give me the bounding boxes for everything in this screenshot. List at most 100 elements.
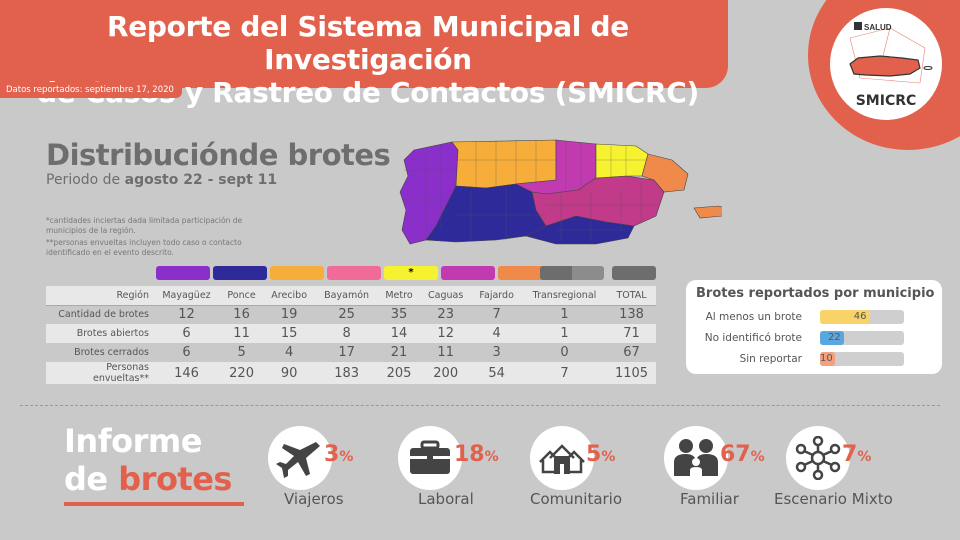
municipality-bar-fill: 22 [820,331,844,345]
swatch-transregional [540,266,604,280]
header-caguas: Caguas [419,286,472,306]
table-cell: 5 [237,345,246,360]
percent-sign: % [484,449,499,465]
category-icon-circle [664,426,728,490]
logo: SALUD [830,8,942,120]
municipality-row: Al menos un brote 46 [686,309,942,325]
category-icon-circle [786,426,850,490]
municipality-bar-fill: 10 [820,352,836,366]
table-cell: 17 [338,345,355,360]
category-escenario-mixto: 7% Escenario Mixto [774,426,906,536]
note-1: *cantidades inciertas dada limitada part… [46,216,243,235]
header-arecibo: Arecibo [263,286,316,306]
category-familiar: 67% Familiar [664,426,784,536]
table-cell: 25 [338,307,355,323]
table-cell: 4 [471,324,522,343]
table-cell: 146 [153,362,220,384]
municipality-row: Sin reportar 10 [686,351,942,367]
category-label: Laboral [418,490,474,508]
page-title: Reporte del Sistema Municipal de Investi… [18,10,718,109]
section-subtitle: Periodo de agosto 22 - sept 11 [46,172,277,188]
category-laboral: 18% Laboral [398,426,518,536]
table-row: Brotes abiertos 6 11 15 8 14 12 4 1 71 [46,324,656,343]
swatch-bayamon [327,266,381,280]
category-label: Familiar [680,490,739,508]
subtitle-prefix: Periodo de [46,172,125,188]
table-cell: 220 [220,362,264,384]
row-label: Brotes cerrados [74,347,149,358]
puerto-rico-region-map [399,139,722,245]
table-cell: 205 [378,362,420,384]
table-cell: 0 [560,345,569,360]
note-2: **personas envueltas incluyen todo caso … [46,238,242,257]
briefcase-icon [410,440,450,474]
region-arecibo [451,139,557,189]
informe-word-de: de [64,460,108,498]
table-cell: 54 [471,362,522,384]
swatch-caguas [441,266,495,280]
table-row: Brotes cerrados 6 5 4 17 21 11 3 0 67 [46,343,656,362]
family-icon [674,439,718,476]
header-metro: Metro [378,286,420,306]
section-divider [20,405,940,406]
table-header-row: Región Mayagüez Ponce Arecibo Bayamón Me… [46,286,656,306]
percent-sign: % [339,449,354,465]
row-label: Personas envueltas** [46,362,153,384]
municipality-summary-title: Brotes reportados por municipio [696,286,935,301]
header-total: TOTAL [607,286,656,306]
municipality-row: No identificó brote 22 [686,330,942,346]
date-label: Datos reportados: septiembre 17, 2020 [0,82,182,98]
swatch-metro: * [384,266,438,280]
table-cell: 12 [419,324,472,343]
municipality-row-label: Al menos un brote [705,311,802,323]
header-bayamon: Bayamón [315,286,379,306]
houses-icon [539,444,585,474]
table-cell: 23 [437,307,454,323]
header-banner [0,0,728,88]
category-percent: 18% [454,442,499,467]
category-viajeros: 3% Viajeros [268,426,388,536]
table-cell: 183 [315,362,379,384]
category-icon-circle [530,426,594,490]
header-transregional: Transregional [521,286,608,306]
municipality-row-label: Sin reportar [739,353,802,365]
swatch-mayaguez [156,266,210,280]
subtitle-period: agosto 22 - sept 11 [124,172,278,188]
municipality-summary-box: Brotes reportados por municipio Al menos… [686,280,942,374]
logo-top-text: SALUD [864,23,892,32]
percent-value: 7 [842,442,858,467]
municipality-bar-fill: 46 [820,310,870,324]
category-percent: 5% [586,442,615,467]
header-mayaguez: Mayagüez [153,286,220,306]
swatch-ponce [213,266,267,280]
municipality-row-label: No identificó brote [704,332,802,344]
percent-sign: % [750,449,765,465]
category-comunitario: 5% Comunitario [530,426,650,536]
percent-sign: % [601,449,616,465]
category-label: Escenario Mixto [774,490,893,508]
category-percent: 7% [842,442,871,467]
table-cell: 7 [521,362,608,384]
table-cell: 8 [315,324,379,343]
notes: *cantidades inciertas dada limitada part… [46,216,246,260]
percent-value: 3 [324,442,340,467]
category-label: Comunitario [530,490,623,508]
municipality-bar-track: 22 [820,331,904,345]
table-cell: 1 [560,307,569,323]
table-cell: 16 [233,307,250,323]
header-fajardo: Fajardo [471,286,522,306]
table-cell: 90 [263,362,316,384]
logo-name: SMICRC [855,93,917,109]
table-cell: 1105 [607,362,656,384]
metro-asterisk: * [408,267,414,278]
informe-underline [64,502,244,506]
category-percent: 67% [720,442,765,467]
category-icon-circle [398,426,462,490]
table-cell: 14 [378,324,420,343]
outbreak-table: Región Mayagüez Ponce Arecibo Bayamón Me… [46,286,656,384]
category-label: Viajeros [284,490,344,508]
row-label: Cantidad de brotes [58,309,149,321]
header-region: Región [46,286,153,306]
municipality-bar-track: 46 [820,310,904,324]
table-cell: 3 [492,345,501,360]
